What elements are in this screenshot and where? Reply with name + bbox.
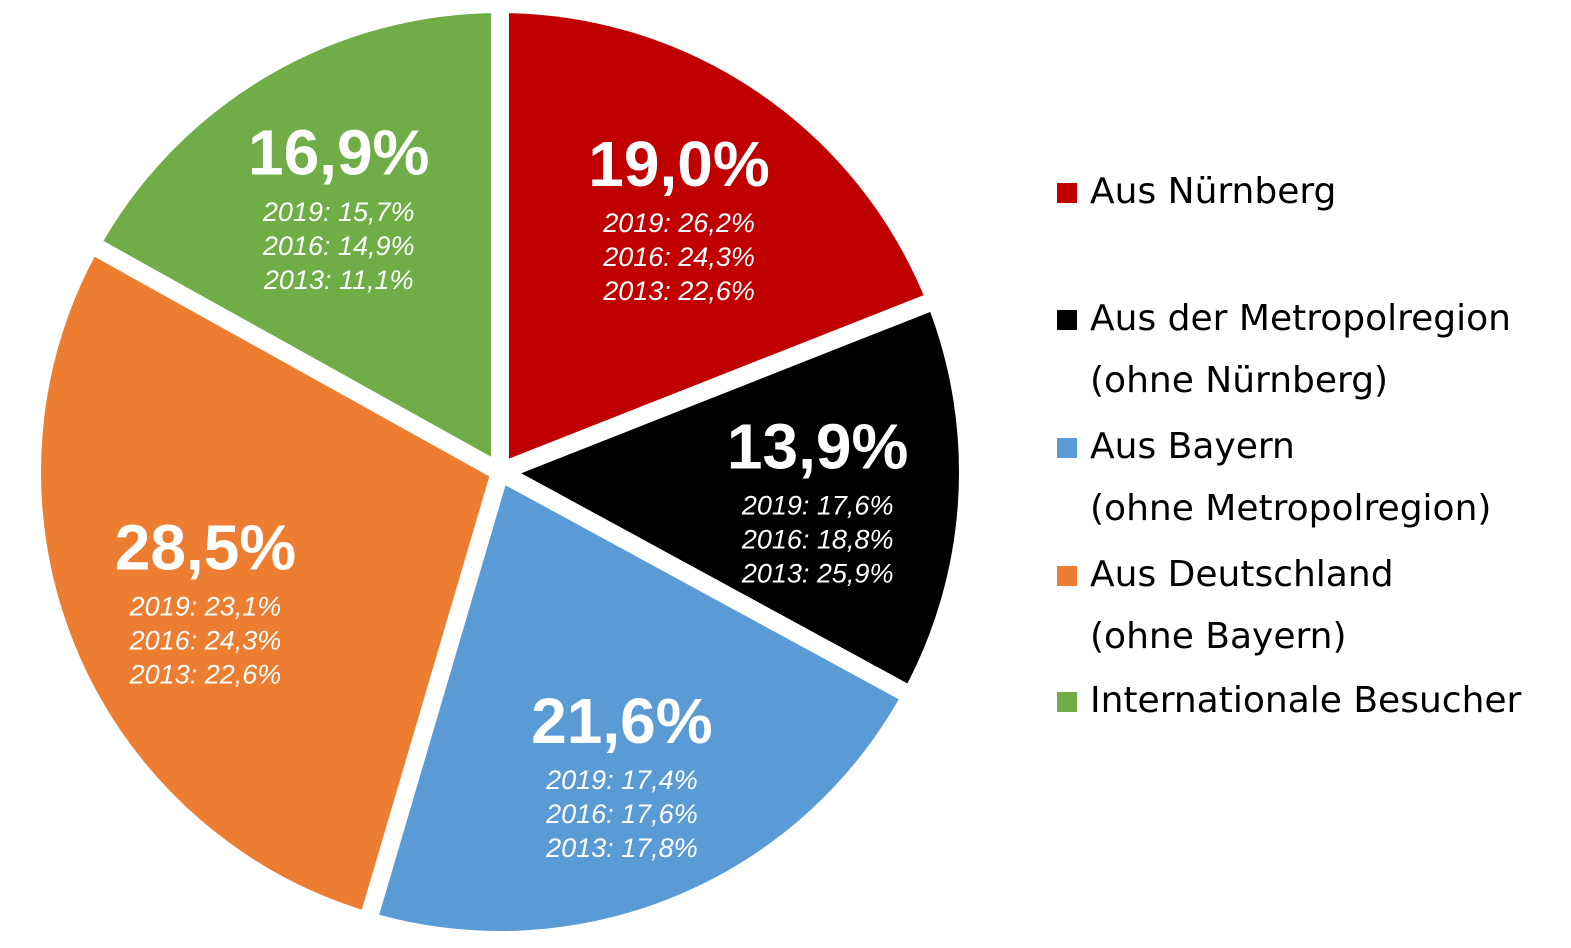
slice-annotation: 2016: 24,3%	[602, 242, 755, 272]
slice-annotation: 2019: 23,1%	[129, 592, 282, 622]
legend-swatch	[1057, 566, 1077, 586]
legend-swatch	[1057, 183, 1077, 203]
legend-label: Aus Bayern (ohne Metropolregion)	[1090, 426, 1491, 529]
legend-line: (ohne Metropolregion)	[1090, 488, 1491, 529]
slice-annotation: 2013: 22,6%	[602, 276, 755, 306]
pie-slice	[356, 458, 924, 948]
pie-slice	[78, 0, 509, 488]
slice-annotation: 2016: 18,8%	[741, 525, 894, 555]
legend-line: Aus Deutschland	[1090, 554, 1394, 595]
legend-line: (ohne Nürnberg)	[1090, 360, 1388, 401]
legend-swatch	[1057, 310, 1077, 330]
slice-annotation: 2016: 24,3%	[129, 626, 282, 656]
slice-label: 28,5%	[115, 511, 296, 583]
legend-line: Aus Nürnberg	[1090, 171, 1336, 212]
legend-label: Internationale Besucher	[1090, 680, 1522, 721]
legend-line: Aus Bayern	[1090, 426, 1295, 467]
slice-annotation: 2013: 25,9%	[741, 559, 894, 589]
legend-line: Internationale Besucher	[1090, 680, 1522, 721]
pie-slice	[478, 288, 977, 708]
slice-label: 13,9%	[727, 410, 908, 482]
slice-annotation: 2016: 17,6%	[545, 799, 698, 829]
legend-label: Aus der Metropolregion (ohne Nürnberg)	[1090, 298, 1511, 401]
slice-annotation: 2019: 17,6%	[741, 491, 894, 521]
slice-label: 16,9%	[248, 117, 429, 189]
legend-line: (ohne Bayern)	[1090, 616, 1347, 657]
slice-annotation: 2019: 15,7%	[262, 197, 415, 227]
slice-annotation: 2013: 17,8%	[545, 833, 698, 863]
legend-label: Aus Nürnberg	[1090, 171, 1336, 212]
slice-annotation: 2019: 17,4%	[545, 765, 698, 795]
slice-label: 19,0%	[588, 128, 769, 200]
legend-swatch	[1057, 438, 1077, 458]
legend-label: Aus Deutschland (ohne Bayern)	[1090, 554, 1394, 657]
slice-annotation: 2013: 11,1%	[263, 265, 414, 295]
legend-line: Aus der Metropolregion	[1090, 298, 1511, 339]
slice-annotation: 2013: 22,6%	[129, 660, 282, 690]
slice-annotation: 2019: 26,2%	[602, 208, 755, 238]
pie-slice	[491, 0, 948, 486]
slice-annotation: 2016: 14,9%	[262, 231, 415, 261]
legend-swatch	[1057, 692, 1077, 712]
slice-label: 21,6%	[531, 685, 712, 757]
